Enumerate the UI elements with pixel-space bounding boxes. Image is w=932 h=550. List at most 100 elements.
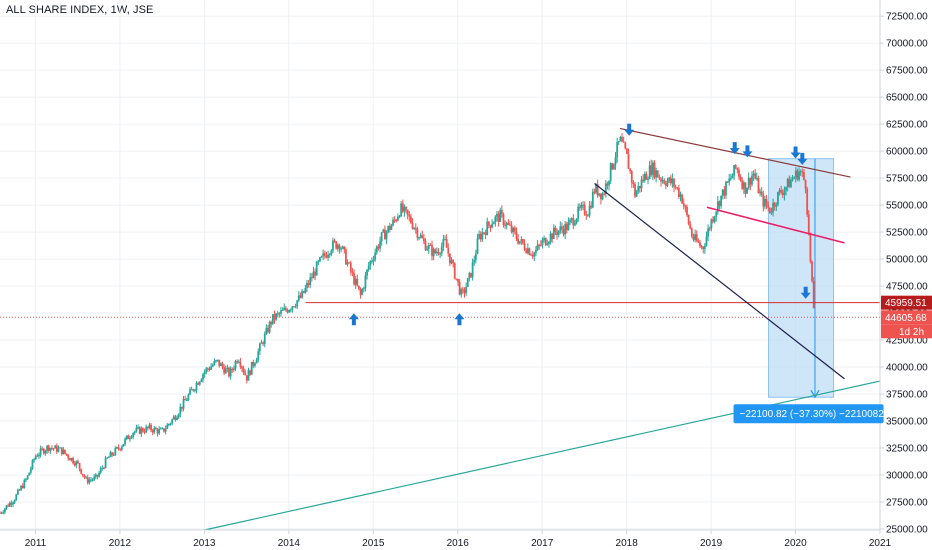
candle-body: [621, 136, 623, 142]
candle-body: [409, 216, 412, 223]
candle-body: [398, 216, 401, 218]
candle-body: [572, 218, 575, 226]
y-tick-label: 72500.00: [886, 12, 928, 23]
candle-body: [760, 191, 763, 195]
candle-body: [463, 289, 466, 294]
candle-body: [112, 454, 115, 456]
candle-body: [694, 234, 697, 240]
candle-body: [741, 180, 744, 189]
candle-body: [671, 178, 674, 184]
candle-body: [125, 435, 128, 439]
candle-body: [413, 228, 416, 230]
candle-body: [530, 254, 532, 256]
candle-body: [655, 170, 658, 178]
y-axis[interactable]: 25000.00 27500.00 30000.00 32500.00 35000.00…: [880, 12, 928, 536]
candle-body: [606, 183, 609, 186]
candle-body: [544, 238, 547, 246]
candle-body: [718, 201, 721, 207]
candle-body: [531, 255, 534, 257]
candle-body: [226, 367, 229, 369]
candle-body: [500, 210, 503, 214]
candle-body: [90, 479, 92, 481]
candle-body: [382, 229, 385, 233]
candle-body: [354, 278, 357, 285]
arrow-down-icon: [790, 146, 801, 159]
candle-body: [65, 453, 68, 456]
candle-body: [585, 214, 588, 216]
candle-body: [689, 223, 692, 229]
candle-body: [780, 189, 783, 194]
candle-body: [2, 512, 5, 514]
candle-body: [494, 216, 497, 223]
candle-body: [431, 245, 433, 257]
candle-body: [263, 333, 266, 345]
candle-body: [474, 253, 477, 260]
candle-body: [432, 249, 435, 257]
candle-body: [296, 300, 299, 307]
candle-body: [526, 248, 529, 254]
candle-body: [393, 219, 396, 221]
candle-body: [677, 188, 680, 197]
candle-body: [281, 310, 284, 312]
candle-body: [94, 474, 97, 477]
candle-body: [699, 242, 701, 247]
candle-body: [166, 424, 169, 429]
candle-body: [692, 236, 695, 240]
candle-body: [702, 246, 705, 250]
candle-body: [145, 426, 148, 433]
candle-body: [120, 446, 123, 450]
candle-body: [265, 327, 268, 334]
support-price-badge: 45959.51: [881, 295, 932, 310]
candle-body: [734, 164, 737, 169]
candle-body: [738, 169, 740, 177]
candle-body: [450, 260, 453, 264]
candle-body: [562, 229, 565, 235]
candle-body: [591, 191, 594, 208]
candle-body: [418, 237, 420, 239]
candle-body: [609, 163, 612, 181]
candle-body: [369, 261, 372, 266]
candle-body: [499, 210, 502, 222]
candle-body: [809, 232, 812, 262]
candle-body: [200, 379, 203, 382]
candle-body: [661, 180, 664, 182]
candle-body: [297, 295, 300, 301]
measure-tool[interactable]: [768, 158, 835, 399]
y-tick-label: 50000.00: [886, 255, 928, 266]
candle-body: [608, 180, 610, 186]
candle-body: [153, 427, 156, 433]
candle-body: [0, 512, 1, 514]
candle-body: [325, 255, 328, 258]
candle-body: [237, 361, 240, 363]
candle-body: [635, 191, 638, 197]
candle-body: [309, 277, 312, 285]
candle-body: [375, 246, 378, 253]
arrow-down-icon: [742, 145, 753, 158]
candle-body: [137, 427, 139, 429]
candle-body: [169, 423, 172, 425]
candle-body: [458, 281, 461, 295]
candle-body: [807, 214, 810, 233]
y-tick-label: 40000.00: [886, 363, 928, 374]
candle-body: [773, 202, 776, 207]
candle-body: [461, 289, 464, 291]
candle-body: [150, 424, 152, 431]
x-tick-label: 2014: [278, 538, 301, 549]
candle-body: [502, 213, 505, 225]
candle-body: [468, 272, 471, 279]
candle-body: [604, 183, 607, 194]
candle-body: [223, 367, 226, 374]
candle-body: [588, 205, 591, 216]
x-axis[interactable]: 2011 2012 2013 2014 2015 2016 2017 2018 2019 2020…: [25, 530, 892, 549]
candle-body: [681, 194, 684, 204]
candle-body: [213, 360, 216, 365]
candle-body: [546, 244, 549, 246]
candle-body: [746, 187, 748, 194]
candle-body: [812, 280, 815, 309]
candle-body: [193, 389, 196, 391]
candle-body: [778, 189, 781, 192]
candle-body: [77, 461, 79, 464]
candle-body: [395, 220, 398, 222]
candle-body: [481, 232, 484, 240]
